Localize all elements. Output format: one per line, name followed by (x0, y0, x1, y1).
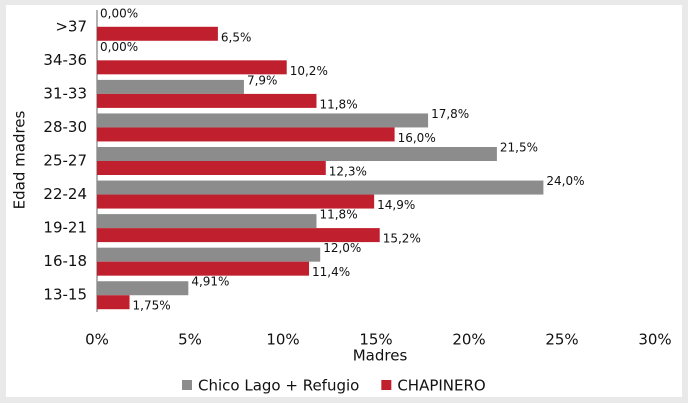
bar (97, 247, 321, 262)
y-axis-label: Edad madres (11, 110, 29, 209)
legend-swatch (182, 380, 192, 390)
legend-label: Chico Lago + Refugio (198, 377, 359, 395)
x-tick-label: 20% (452, 331, 485, 349)
bar (97, 79, 244, 94)
value-label: 11,8% (319, 208, 357, 222)
value-label: 0,00% (100, 40, 138, 54)
value-label: 12,3% (329, 165, 367, 179)
value-label: 14,9% (377, 198, 415, 212)
y-tick-label: 22-24 (43, 185, 87, 203)
x-tick-label: 0% (85, 331, 109, 349)
bar (97, 161, 326, 175)
x-tick-label: 10% (266, 331, 299, 349)
bar (97, 93, 317, 108)
bar (97, 281, 189, 296)
legend-swatch (381, 380, 392, 390)
y-tick-label: 28-30 (43, 118, 87, 136)
x-tick-label: 5% (178, 331, 202, 349)
value-label: 11,4% (312, 265, 350, 279)
y-tick-label: 25-27 (43, 152, 87, 170)
y-tick-label: 13-15 (43, 286, 87, 304)
value-label: 24,0% (546, 174, 584, 188)
bar (97, 26, 218, 41)
value-label: 6,5% (221, 30, 252, 44)
x-tick-label: 25% (545, 331, 578, 349)
x-tick-label: 30% (638, 331, 671, 349)
y-tick-label: 34-36 (43, 51, 87, 69)
bar (97, 214, 317, 229)
x-axis-label: Madres (353, 347, 408, 365)
bar (97, 147, 497, 161)
y-tick-label: 16-18 (43, 252, 87, 270)
bar (97, 194, 375, 209)
value-label: 10,2% (290, 64, 328, 78)
value-label: 16,0% (398, 131, 436, 145)
x-tick-label: 15% (359, 331, 392, 349)
value-label: 0,00% (100, 6, 138, 20)
value-label: 15,2% (383, 232, 421, 246)
value-label: 21,5% (500, 141, 538, 155)
value-label: 4,91% (191, 275, 229, 289)
y-tick-label: 19-21 (43, 219, 87, 237)
value-label: 1,75% (133, 299, 171, 313)
bar (97, 261, 310, 276)
value-label: 7,9% (247, 73, 278, 87)
legend-label: CHAPINERO (397, 377, 485, 395)
bar (97, 295, 130, 310)
value-label: 17,8% (431, 107, 469, 121)
value-label: 11,8% (319, 97, 357, 111)
bar (97, 180, 544, 195)
y-tick-label: 31-33 (43, 84, 87, 102)
bar (97, 60, 287, 75)
value-label: 12,0% (323, 241, 361, 255)
bar (97, 113, 429, 128)
bar (97, 228, 380, 243)
bar (97, 127, 395, 142)
y-tick-label: >37 (55, 17, 87, 35)
